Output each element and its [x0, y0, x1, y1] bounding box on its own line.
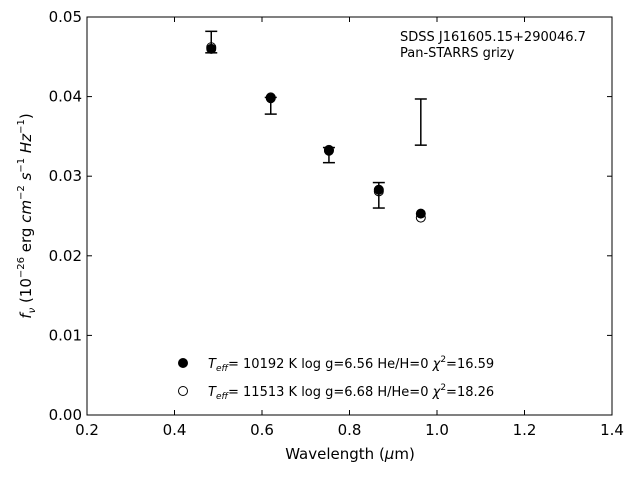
- legend-entry-2: Teff= 11513 K log g=6.68 H/He=0 χ2=18.26: [208, 383, 494, 402]
- model-point-filled: [415, 208, 426, 219]
- model-point-open: [206, 42, 217, 53]
- x-tick-label: 1.2: [513, 421, 537, 439]
- legend-marker-filled: [178, 358, 188, 368]
- annotation-line-2: Pan-STARRS grizy: [400, 46, 515, 61]
- y-tick-label: 0.03: [49, 167, 82, 185]
- y-tick-label: 0.05: [49, 8, 82, 26]
- axis-ticks: 0.2 0.4 0.6 0.8 1.0 1.2 1.4 0.00 0.01 0.02 0.03 0.0…: [49, 8, 624, 439]
- y-tick-label: 0.00: [49, 406, 82, 424]
- plot-frame: [86, 16, 613, 416]
- data-points: [206, 42, 426, 223]
- x-tick-label: 1.0: [425, 421, 449, 439]
- y-tick-label: 0.01: [49, 326, 82, 344]
- model-point-open: [265, 92, 276, 103]
- y-tick-label: 0.02: [49, 247, 82, 265]
- model-point-open: [323, 144, 334, 155]
- legend: Teff= 10192 K log g=6.56 He/H=0 χ2=16.59…: [178, 355, 494, 402]
- annotation-line-1: SDSS J161605.15+290046.7: [400, 30, 586, 45]
- model-point-open: [415, 212, 426, 223]
- x-tick-label: 0.2: [75, 421, 99, 439]
- y-tick-label: 0.04: [49, 88, 82, 106]
- legend-marker-open: [178, 386, 188, 396]
- y-axis-label: fν (10−26 erg cm−2 s−1 Hz−1): [16, 113, 38, 318]
- legend-entry-1: Teff= 10192 K log g=6.56 He/H=0 χ2=16.59: [208, 355, 494, 374]
- x-tick-label: 0.6: [250, 421, 274, 439]
- model-point-open: [373, 186, 384, 197]
- x-tick-label: 0.8: [338, 421, 362, 439]
- x-axis-label: Wavelength (μm): [285, 445, 415, 463]
- error-bars: [205, 30, 427, 209]
- model-point-filled: [323, 145, 334, 156]
- x-tick-label: 0.4: [163, 421, 187, 439]
- x-tick-label: 1.4: [600, 421, 624, 439]
- model-point-filled: [265, 93, 276, 104]
